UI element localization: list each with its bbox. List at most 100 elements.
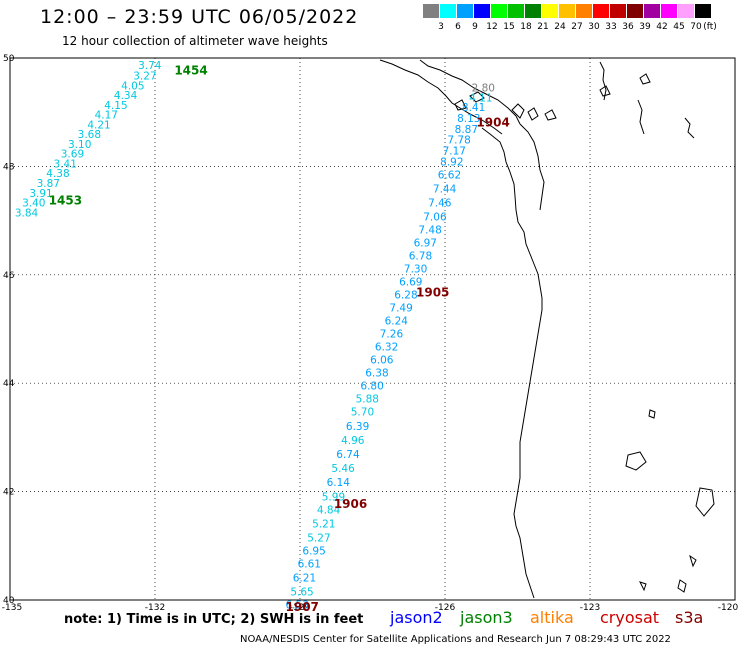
lat-tick-label: 44 bbox=[3, 379, 15, 389]
legend-label: 36 bbox=[622, 22, 634, 32]
legend-label: 70 bbox=[690, 22, 702, 32]
map-frame bbox=[9, 57, 736, 601]
swh-label: 4.17 bbox=[95, 110, 118, 122]
swh-label: 7.78 bbox=[447, 135, 470, 147]
bc-mainland-coast bbox=[419, 59, 521, 125]
swh-label: 3.69 bbox=[61, 149, 84, 161]
swh-label: 2.80 bbox=[472, 83, 495, 95]
swh-label: 6.28 bbox=[394, 290, 417, 302]
inland-lake-6 bbox=[695, 487, 715, 517]
lat-tick-label: 50 bbox=[3, 54, 15, 64]
swh-label: 5.27 bbox=[307, 532, 330, 544]
swh-label: 6.06 bbox=[370, 355, 394, 367]
legend-label: 9 bbox=[472, 22, 478, 32]
legend-label: 18 bbox=[520, 22, 532, 32]
legend-label: 3 bbox=[438, 22, 444, 32]
time-label: 1454 bbox=[174, 63, 207, 77]
inland-lake-1 bbox=[599, 61, 607, 101]
lon-tick-label: -135 bbox=[2, 603, 22, 613]
legend-swatch bbox=[678, 4, 695, 18]
swh-label: 4.34 bbox=[114, 90, 138, 102]
swh-label: 5.99 bbox=[322, 491, 345, 503]
legend-label: 30 bbox=[588, 22, 600, 32]
swh-label: 7.26 bbox=[380, 329, 404, 341]
swh-label: 6.14 bbox=[327, 477, 351, 489]
legend-swatch bbox=[695, 4, 712, 18]
swh-label: 6.21 bbox=[293, 573, 316, 585]
satellite-tracks: 3.743.274.054.344.154.174.213.683.103.69… bbox=[15, 60, 510, 614]
swh-label: 7.17 bbox=[443, 145, 466, 157]
legend-swatch bbox=[542, 4, 559, 18]
swh-label: 6.95 bbox=[302, 545, 325, 557]
swh-label: 6.69 bbox=[399, 277, 422, 289]
lon-tick-label: -123 bbox=[580, 603, 600, 613]
axis-ticks: -135 -132 -129 -126 -123 -120 50 48 46 44 42 40 bbox=[2, 54, 739, 613]
mission-s3a: s3a bbox=[675, 608, 704, 627]
page-subtitle: 12 hour collection of altimeter wave hei… bbox=[62, 34, 328, 48]
credit-line: NOAA/NESDIS Center for Satellite Applica… bbox=[240, 634, 671, 645]
legend-swatch bbox=[525, 4, 542, 18]
inland-lake-2 bbox=[637, 99, 645, 135]
legend-label: 6 bbox=[455, 22, 461, 32]
swh-label: 4.05 bbox=[121, 80, 144, 92]
mission-altika: altika bbox=[530, 608, 574, 627]
legend-swatch bbox=[440, 4, 457, 18]
time-label: 1905 bbox=[416, 285, 449, 299]
time-label: 1907 bbox=[286, 600, 319, 614]
legend-swatch bbox=[627, 4, 644, 18]
legend-swatch bbox=[491, 4, 508, 18]
inland-lake-8 bbox=[689, 554, 697, 568]
swh-label: 3.41 bbox=[54, 158, 77, 170]
puget-islands bbox=[511, 103, 557, 121]
swh-label: 6.24 bbox=[385, 316, 409, 328]
vancouver-island-coast bbox=[379, 59, 503, 135]
inland-lake-3 bbox=[684, 117, 695, 139]
swh-label: 6.80 bbox=[360, 381, 383, 393]
inland-lake-9 bbox=[639, 581, 647, 592]
swh-label: 4.21 bbox=[87, 119, 110, 131]
legend-label: 39 bbox=[639, 22, 651, 32]
time-label: 1453 bbox=[49, 193, 82, 207]
lon-tick-label: -129 bbox=[290, 603, 311, 613]
lon-tick-label: -126 bbox=[435, 603, 456, 613]
swh-label: 6.78 bbox=[409, 251, 432, 263]
legend-swatch bbox=[559, 4, 576, 18]
swh-label: 5.88 bbox=[356, 394, 379, 406]
legend-swatch bbox=[474, 4, 491, 18]
swh-label: 6.97 bbox=[414, 238, 437, 250]
swh-label: 4.38 bbox=[46, 168, 69, 180]
legend-label: 21 bbox=[537, 22, 549, 32]
legend-swatch bbox=[457, 4, 474, 18]
inland-lake-4 bbox=[648, 409, 656, 419]
inland-lake-7 bbox=[677, 579, 687, 593]
legend-swatch bbox=[508, 4, 525, 18]
lat-tick-label: 46 bbox=[3, 271, 15, 281]
swh-label: 5.70 bbox=[351, 407, 374, 419]
swh-label: 7.06 bbox=[423, 212, 447, 224]
swh-label: 3.27 bbox=[133, 71, 156, 83]
footnote: note: 1) Time is in UTC; 2) SWH is in fe… bbox=[64, 612, 364, 627]
swh-label: 7.46 bbox=[428, 198, 452, 210]
strait-islands bbox=[454, 73, 651, 111]
swh-label: 7.44 bbox=[433, 183, 457, 195]
coastline bbox=[379, 59, 715, 599]
inland-lake-5 bbox=[625, 451, 647, 471]
swh-label: 4.96 bbox=[341, 435, 365, 447]
swh-label: 6.32 bbox=[375, 342, 398, 354]
lat-tick-label: 48 bbox=[3, 162, 15, 172]
lon-tick-label: -132 bbox=[145, 603, 165, 613]
legend-unit: (ft) bbox=[703, 22, 717, 32]
swh-label: 3.87 bbox=[37, 178, 60, 190]
swh-label: 3.40 bbox=[22, 198, 45, 210]
time-label: 1904 bbox=[476, 115, 509, 129]
mission-jason3: jason3 bbox=[460, 608, 513, 627]
time-label: 1906 bbox=[334, 497, 367, 511]
swh-label: 7.30 bbox=[404, 264, 427, 276]
swh-label: 4.11 bbox=[469, 92, 492, 104]
swh-label: 7.49 bbox=[389, 303, 412, 315]
swh-label: 5.46 bbox=[331, 463, 355, 475]
swh-label: 6.74 bbox=[336, 449, 360, 461]
swh-label: 3.74 bbox=[138, 60, 162, 72]
legend-label: 27 bbox=[571, 22, 583, 32]
